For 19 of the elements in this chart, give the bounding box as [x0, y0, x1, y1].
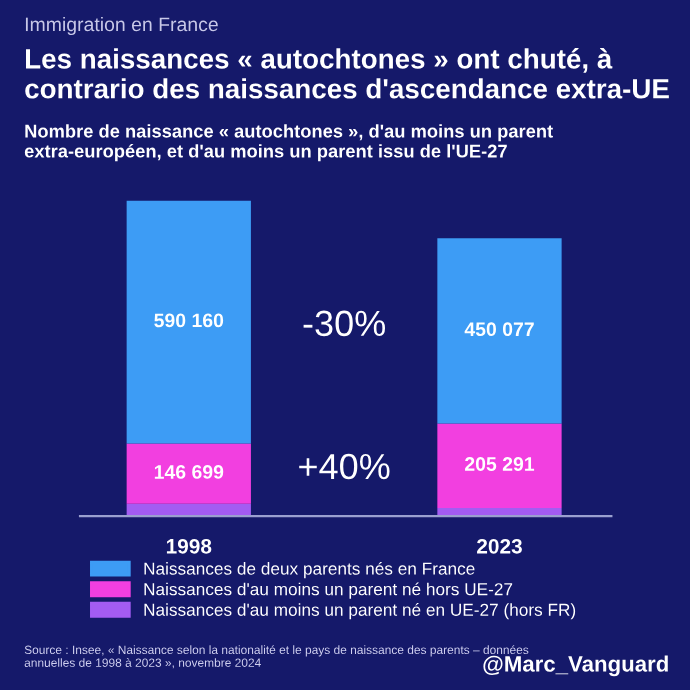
bar	[126, 443, 251, 504]
legend-label: Naissances d'au moins un parent né en UE-27 (hors FR)	[144, 603, 576, 620]
text: Immigration en France	[25, 16, 218, 36]
chart-title: Les naissances « autochtones » ont chuté, à contrario des naissances d'ascendance extra-UE	[25, 48, 669, 99]
bar	[437, 423, 562, 508]
data-label: 450 077	[464, 322, 534, 337]
chart-subtitle: Nombre de naissance « autochtones », d'au moins un parent extra-européen, et d'au moins un parent issu de l'UE-27	[24, 124, 553, 162]
bar	[126, 200, 251, 444]
annotation: +40%	[299, 453, 390, 480]
annotation: -30%	[303, 310, 385, 337]
legend-label: Naissances d'au moins un parent né hors UE-27	[144, 582, 513, 599]
x-tick-label: 2023	[477, 538, 522, 554]
data-label: 590 160	[154, 313, 224, 328]
x-tick-label: 1998	[166, 538, 212, 554]
data-label: 146 699	[154, 465, 224, 479]
text: @Marc_Vanguard	[483, 655, 668, 677]
data-label: 205 291	[465, 457, 535, 471]
bar	[437, 238, 562, 424]
legend-label: Naissances de deux parents nés en France	[144, 561, 475, 579]
